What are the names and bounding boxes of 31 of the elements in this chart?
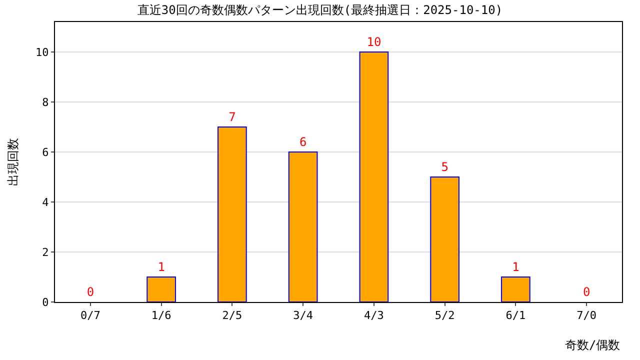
x-axis-title: 奇数/偶数 bbox=[565, 338, 620, 352]
data-label: 0 bbox=[86, 285, 94, 299]
x-tick-label: 4/3 bbox=[364, 309, 384, 322]
y-tick-label: 2 bbox=[42, 246, 49, 259]
data-label: 6 bbox=[299, 135, 307, 149]
data-label: 10 bbox=[366, 35, 382, 49]
y-tick-label: 6 bbox=[42, 146, 49, 159]
data-label: 1 bbox=[158, 260, 165, 274]
y-tick-label: 4 bbox=[42, 196, 50, 209]
chart-title: 直近30回の奇数偶数パターン出現回数(最終抽選日：2025-10-10) bbox=[137, 2, 503, 17]
data-label: 0 bbox=[582, 285, 590, 299]
bar bbox=[218, 126, 247, 302]
bar bbox=[359, 52, 389, 302]
x-tick-label: 6/1 bbox=[506, 309, 526, 322]
x-tick-label: 0/7 bbox=[80, 309, 100, 322]
y-tick-label: 10 bbox=[36, 46, 49, 59]
x-tick-label: 1/6 bbox=[151, 309, 172, 322]
y-tick-label: 0 bbox=[42, 296, 49, 309]
x-tick-label: 5/2 bbox=[434, 309, 455, 322]
data-label: 1 bbox=[512, 260, 520, 274]
data-label: 7 bbox=[228, 110, 236, 124]
y-axis-title: 出現回数 bbox=[6, 138, 20, 186]
data-label: 5 bbox=[441, 160, 448, 174]
bar bbox=[288, 152, 318, 302]
bar bbox=[501, 276, 530, 302]
x-tick-label: 2/5 bbox=[222, 309, 242, 322]
x-tick-label: 7/0 bbox=[576, 309, 596, 322]
y-tick-label: 8 bbox=[42, 96, 49, 109]
bar bbox=[430, 176, 460, 302]
bar bbox=[146, 276, 176, 302]
x-tick-label: 3/4 bbox=[293, 309, 314, 322]
